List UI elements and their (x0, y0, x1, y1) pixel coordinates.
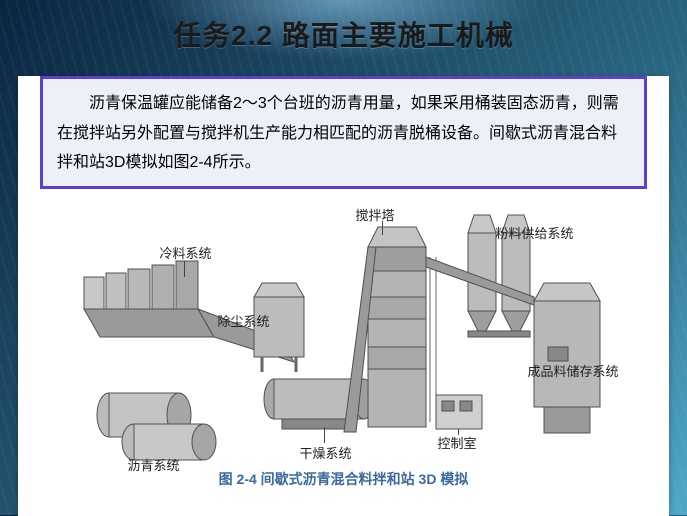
figure-diagram: 冷料系统 搅拌塔 粉料供给系统 除尘系统 成品料储存系统 控制室 干燥系统 沥青… (64, 197, 624, 467)
label-filler-supply: 粉料供给系统 (496, 223, 574, 242)
label-dryer: 干燥系统 (300, 443, 352, 462)
leader-cold-feed (184, 261, 185, 277)
label-dust: 除尘系统 (218, 311, 270, 330)
label-mixing-tower: 搅拌塔 (356, 205, 395, 224)
leader-mixing-tower (382, 221, 383, 235)
label-bitumen: 沥青系统 (128, 455, 180, 474)
leader-control (458, 429, 459, 435)
paragraph-box: 沥青保温罐应能储备2～3个台班的沥青用量，如果采用桶装固态沥青，则需在搅拌站另外… (40, 76, 647, 189)
content-card: 沥青保温罐应能储备2～3个台班的沥青用量，如果采用桶装固态沥青，则需在搅拌站另外… (18, 76, 669, 516)
slide-header: 任务2.2 路面主要施工机械 (0, 0, 687, 64)
label-product-storage: 成品料储存系统 (528, 361, 619, 380)
label-cold-feed: 冷料系统 (160, 243, 212, 262)
leader-dryer (324, 427, 325, 443)
paragraph-text: 沥青保温罐应能储备2～3个台班的沥青用量，如果采用桶装固态沥青，则需在搅拌站另外… (57, 95, 619, 171)
label-control: 控制室 (438, 433, 477, 452)
figure-caption: 图 2-4 间歇式沥青混合料拌和站 3D 模拟 (18, 469, 669, 489)
slide-title: 任务2.2 路面主要施工机械 (0, 14, 687, 54)
